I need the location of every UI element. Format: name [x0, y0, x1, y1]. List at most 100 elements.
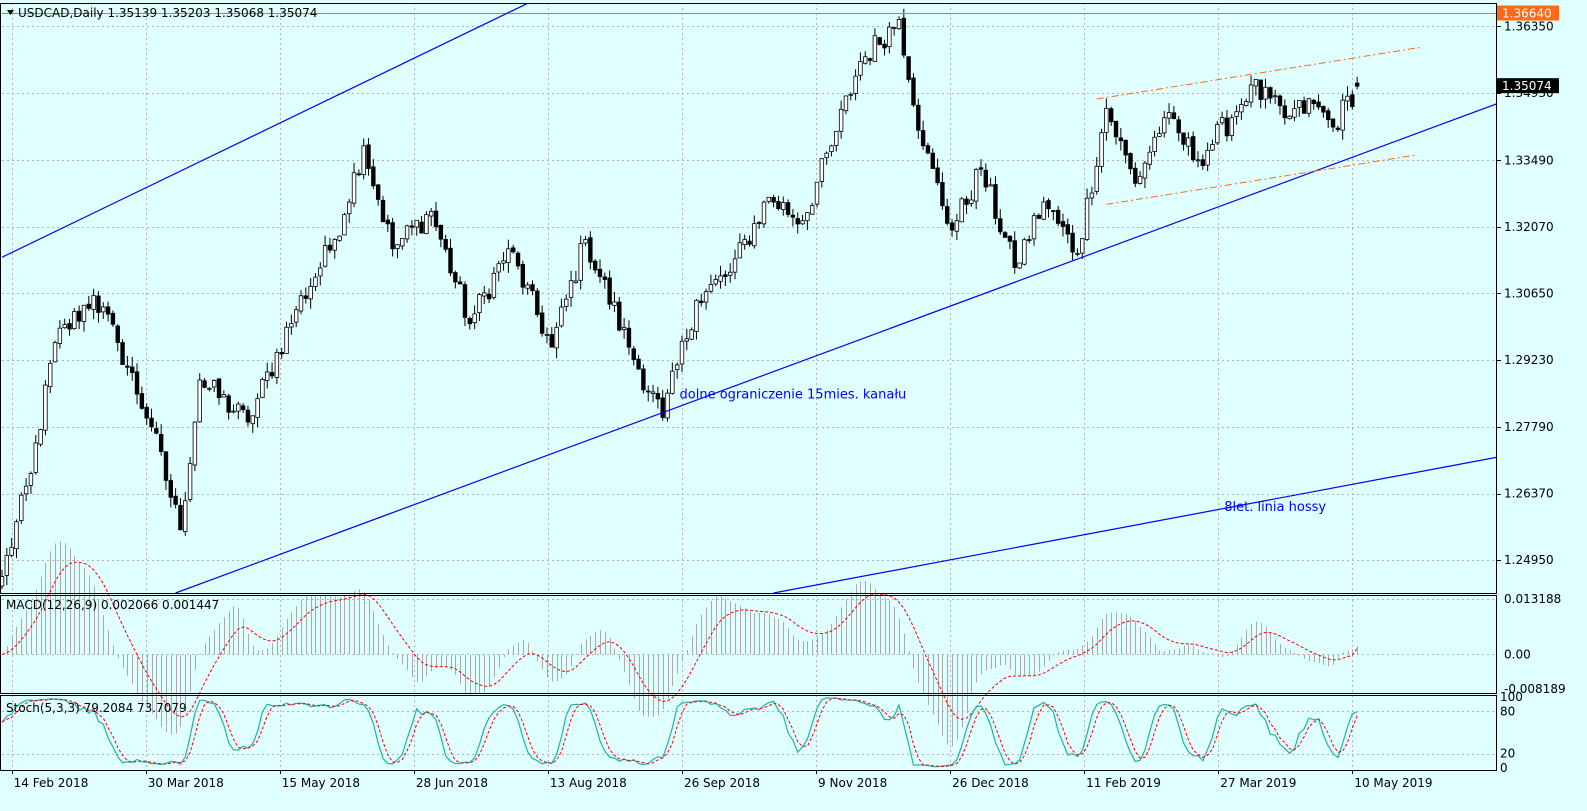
candle-bull [959, 198, 964, 223]
candle-bear [1055, 209, 1061, 224]
candle-bull [1157, 133, 1162, 137]
candle-bear [1007, 235, 1013, 242]
candle-bull [1186, 137, 1191, 147]
candle-bear [125, 365, 130, 368]
x-tick-label: 13 Aug 2018 [550, 776, 627, 790]
candle-bull [544, 334, 550, 336]
candle-bull [1075, 253, 1080, 255]
candle-bear [1268, 87, 1273, 99]
x-tick-label: 26 Dec 2018 [952, 776, 1029, 790]
candle-bull [525, 284, 530, 289]
candle-bear [935, 167, 940, 184]
long-term-trend-line [773, 456, 1497, 593]
candle-bull [814, 181, 820, 205]
candle-bull [62, 324, 67, 329]
y-tick-label: 1.24950 [1504, 553, 1554, 567]
candle-bear [366, 144, 371, 169]
candle-bear [1282, 105, 1288, 119]
x-tick-label: 26 Sep 2018 [684, 776, 760, 790]
candle-bear [964, 198, 969, 205]
y-tick-label: 1.36350 [1504, 19, 1554, 33]
candle-bear [901, 17, 907, 56]
candle-bull [19, 494, 24, 521]
candle-bull [260, 379, 265, 398]
candle-bear [390, 222, 395, 250]
candle-bear [453, 272, 458, 283]
candle-bull [578, 243, 583, 281]
candle-bull [800, 220, 805, 225]
candle-bull [52, 342, 58, 363]
candle-bull [694, 299, 699, 332]
candle-bear [1036, 214, 1042, 219]
candle-bull [703, 291, 709, 303]
candle-bull [322, 245, 328, 267]
candle-bear [163, 451, 169, 481]
candle-bear [911, 77, 916, 106]
candle-bear [882, 43, 887, 49]
macd-tick-label: 0.00 [1504, 647, 1531, 661]
candle-bull [491, 272, 497, 298]
candle-bull [809, 205, 815, 215]
candle-bull [1142, 162, 1148, 179]
candle-bear [168, 480, 173, 498]
candle-bull [506, 248, 511, 263]
candle-bull [424, 214, 429, 235]
candle-bear [530, 284, 535, 292]
candle-bear [1316, 101, 1321, 108]
candle-bull [650, 391, 656, 394]
candle-bull [752, 223, 757, 247]
candle-bear [245, 409, 251, 423]
candle-bull [28, 473, 34, 486]
candle-bear [617, 301, 622, 331]
candle-bull [211, 380, 217, 388]
macd-tick-label: -0.008189 [1504, 682, 1566, 696]
candle-bear [916, 104, 921, 131]
current-price-box [1497, 78, 1559, 94]
candle-bear [1200, 159, 1206, 167]
x-tick-label: 15 May 2018 [282, 776, 360, 790]
candle-bear [993, 184, 998, 219]
x-tick-label: 11 Feb 2019 [1086, 776, 1161, 790]
candle-bear [1113, 120, 1119, 138]
candle-bull [33, 442, 38, 473]
candle-bull [14, 521, 19, 550]
candle-bull [718, 275, 723, 282]
candle-bear [607, 277, 612, 305]
candle-bear [1330, 118, 1336, 128]
panel-frame [0, 595, 1497, 694]
candle-bear [438, 224, 444, 240]
candle-bull [496, 263, 501, 273]
candle-bear [655, 393, 661, 400]
candle-bull [1195, 159, 1201, 162]
candle-bear [1012, 240, 1017, 268]
candle-bear [443, 238, 448, 250]
candle-bear [448, 247, 453, 274]
candle-bull [183, 500, 188, 532]
candle-bull [559, 306, 564, 327]
candle-bull [395, 244, 400, 249]
candle-bull [679, 340, 685, 365]
candle-bull [342, 214, 347, 236]
candle-bull [1031, 215, 1037, 240]
candle-bear [130, 366, 135, 374]
stoch-signal-line [1, 697, 1358, 768]
candle-bear [433, 210, 439, 228]
candle-bull [1080, 238, 1085, 254]
macd-tick-label: 0.013188 [1504, 592, 1561, 606]
dropdown-triangle-icon [7, 10, 14, 15]
candle-bear [327, 244, 333, 251]
candle-bear [486, 293, 492, 300]
candle-bear [906, 56, 911, 80]
candle-bear [115, 325, 120, 343]
candle-bear [375, 184, 381, 200]
candle-bull [1041, 201, 1046, 220]
candle-bear [641, 368, 646, 391]
candle-bear [1118, 137, 1124, 142]
candle-bear [1051, 210, 1056, 212]
candle-bear [86, 303, 92, 309]
candle-bull [1234, 111, 1239, 117]
candle-bull [284, 326, 289, 354]
candle-bear [380, 199, 386, 223]
candle-bull [568, 280, 574, 298]
candle-bear [978, 167, 984, 170]
